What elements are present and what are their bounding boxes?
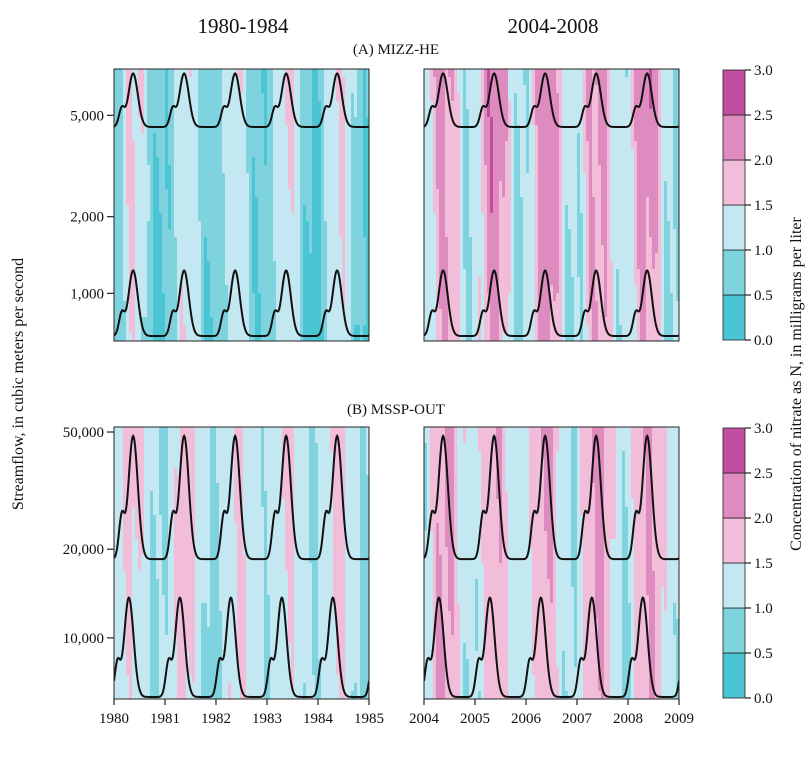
- colorbar-tick-label: 0.5: [754, 646, 773, 662]
- column-title-left: 1980-1984: [198, 14, 289, 38]
- colorbar-band: [722, 204, 746, 251]
- x-tick-label: 2007: [562, 711, 593, 727]
- colorbar-tick-label: 2.0: [754, 153, 773, 169]
- colorbar-tick-label: 3.0: [754, 421, 773, 437]
- high-flow-curve: [114, 72, 369, 128]
- x-tick-label: 2009: [664, 711, 694, 727]
- x-tick-label: 1980: [99, 711, 129, 727]
- colorbar-tick-label: 1.5: [754, 198, 773, 214]
- concentration-field: [424, 427, 679, 699]
- low-flow-curve: [114, 269, 369, 338]
- low-flow-curve: [114, 596, 369, 698]
- x-tick-label: 1982: [201, 711, 231, 727]
- colorbar-band: [722, 427, 746, 474]
- low-flow-curve: [424, 269, 679, 338]
- colorbar-tick-label: 1.0: [754, 601, 773, 617]
- y-tick-label: 5,000: [70, 108, 104, 124]
- y-axis-label: Streamflow, in cubic meters per second: [10, 258, 27, 510]
- panel-b-y-ticks: 50,000 20,000 10,000: [63, 425, 114, 647]
- x-tick-label: 1981: [150, 711, 180, 727]
- panel-b-title: (B) MSSP-OUT: [347, 402, 445, 418]
- high-flow-curve: [424, 72, 679, 128]
- concentration-field: [114, 427, 369, 699]
- colorbar-tick-label: 1.0: [754, 243, 773, 259]
- x-tick-label: 1983: [252, 711, 282, 727]
- panel-frame: [113, 68, 370, 342]
- panel-b-left-x-ticks: 1980 1981 1982 1983 1984 1985: [99, 699, 384, 727]
- x-tick-label: 2005: [460, 711, 490, 727]
- x-tick-label: 1985: [354, 711, 384, 727]
- colorbar-tick-label: 0.0: [754, 333, 773, 349]
- colorbar-band: [722, 114, 746, 161]
- colorbar-label: Concentration of nitrate as N, in millig…: [788, 216, 805, 550]
- panel-b-1980-1984: [113, 426, 370, 700]
- colorbar-tick-label: 1.5: [754, 556, 773, 572]
- colorbar-band: [722, 607, 746, 654]
- panel-a-2004-2008: [423, 68, 680, 342]
- colorbar-tick-label: 3.0: [754, 63, 773, 79]
- panel-frame: [423, 68, 680, 342]
- colorbar-band: [722, 652, 746, 699]
- low-flow-curve: [424, 596, 679, 698]
- x-tick-label: 2008: [613, 711, 643, 727]
- colorbar-band: [722, 159, 746, 206]
- colorbar-band: [722, 249, 746, 296]
- colorbar-tick-label: 2.5: [754, 108, 773, 124]
- colorbar-tick-label: 2.0: [754, 511, 773, 527]
- concentration-field: [114, 69, 369, 341]
- colorbar-band: [722, 562, 746, 609]
- colorbar-band: [722, 472, 746, 519]
- y-tick-label: 50,000: [63, 425, 104, 441]
- colorbar-b: 0.0 0.5 1.0 1.5 2.0 2.5 3.0: [722, 421, 773, 707]
- y-tick-label: 10,000: [63, 631, 104, 647]
- panel-frame: [423, 426, 680, 700]
- colorbar-tick-label: 2.5: [754, 466, 773, 482]
- panel-b-right-x-ticks: 2004 2005 2006 2007 2008 2009: [409, 699, 694, 727]
- colorbar-tick-label: 0.5: [754, 288, 773, 304]
- y-tick-label: 20,000: [63, 542, 104, 558]
- panel-frame: [113, 426, 370, 700]
- column-title-right: 2004-2008: [508, 14, 599, 38]
- concentration-field: [424, 69, 679, 341]
- x-tick-label: 2004: [409, 711, 440, 727]
- high-flow-curve: [114, 433, 369, 561]
- y-tick-label: 1,000: [70, 286, 104, 302]
- colorbar-band: [722, 517, 746, 564]
- panel-a-y-ticks: 5,000 2,000 1,000: [70, 108, 114, 302]
- panel-a-1980-1984: [113, 68, 370, 342]
- colorbar-band: [722, 294, 746, 341]
- x-tick-label: 2006: [511, 711, 542, 727]
- colorbar-band: [722, 69, 746, 116]
- high-flow-curve: [424, 433, 679, 561]
- colorbar-a: 0.0 0.5 1.0 1.5 2.0 2.5 3.0: [722, 63, 773, 349]
- colorbar-tick-label: 0.0: [754, 691, 773, 707]
- panel-a-title: (A) MIZZ-HE: [353, 42, 439, 58]
- panel-b-2004-2008: [423, 426, 680, 700]
- x-tick-label: 1984: [303, 711, 334, 727]
- y-tick-label: 2,000: [70, 210, 104, 226]
